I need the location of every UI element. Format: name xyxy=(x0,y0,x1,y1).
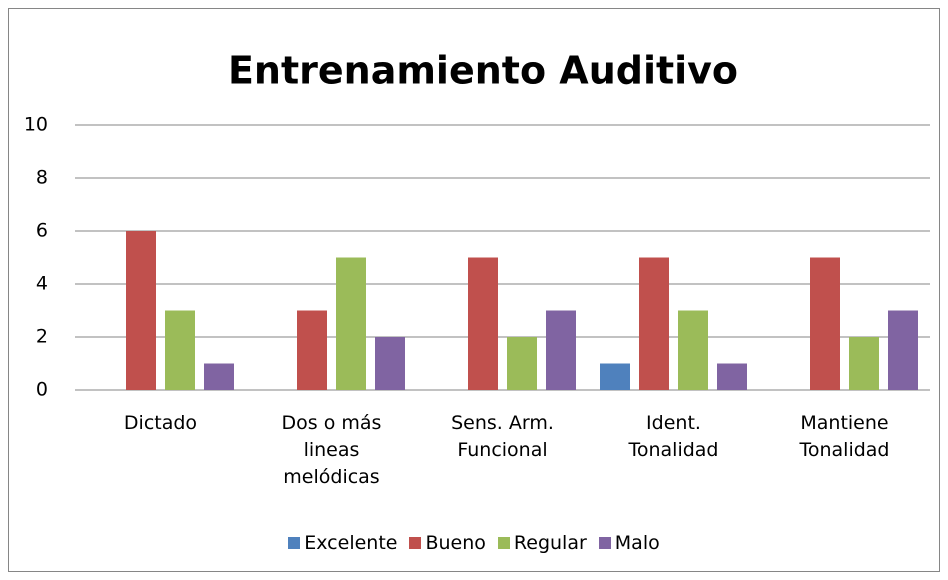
chart-title: Entrenamiento Auditivo xyxy=(228,49,738,93)
bar xyxy=(546,310,576,390)
legend: Excelente Bueno Regular Malo xyxy=(0,532,948,554)
legend-swatch xyxy=(497,537,510,549)
x-tick-label: Sens. Arm. Funcional xyxy=(451,412,554,461)
bar xyxy=(678,310,708,390)
y-tick-label: 2 xyxy=(36,326,48,348)
legend-item: Excelente xyxy=(288,532,397,554)
y-tick-label: 6 xyxy=(36,220,48,242)
legend-label: Bueno xyxy=(425,532,486,554)
bar xyxy=(639,257,669,390)
bar xyxy=(507,337,537,390)
y-tick-label: 8 xyxy=(36,167,48,189)
legend-item: Regular xyxy=(497,532,587,554)
bar xyxy=(888,310,918,390)
y-tick-label: 4 xyxy=(36,273,48,295)
y-tick-label: 0 xyxy=(36,379,48,401)
bar xyxy=(297,310,327,390)
bar xyxy=(849,337,879,390)
bar xyxy=(600,363,630,390)
x-tick-label: Mantiene Tonalidad xyxy=(799,412,890,461)
y-tick-label: 10 xyxy=(24,114,48,136)
bar xyxy=(336,257,366,390)
legend-item: Malo xyxy=(598,532,660,554)
legend-item: Bueno xyxy=(409,532,486,554)
x-tick-label: Ident. Tonalidad xyxy=(628,412,719,461)
bar xyxy=(717,363,747,390)
bar xyxy=(165,310,195,390)
legend-label: Regular xyxy=(513,532,587,554)
bar xyxy=(375,337,405,390)
legend-swatch xyxy=(598,537,611,549)
bar xyxy=(204,363,234,390)
bar xyxy=(126,231,156,390)
legend-label: Excelente xyxy=(304,532,398,554)
legend-swatch xyxy=(409,537,422,549)
legend-swatch xyxy=(288,537,301,549)
bar xyxy=(468,257,498,390)
legend-label: Malo xyxy=(614,532,660,554)
x-tick-label: Dos o más lineas melódicas xyxy=(281,412,382,488)
x-tick-label: Dictado xyxy=(123,412,198,434)
bar xyxy=(810,257,840,390)
